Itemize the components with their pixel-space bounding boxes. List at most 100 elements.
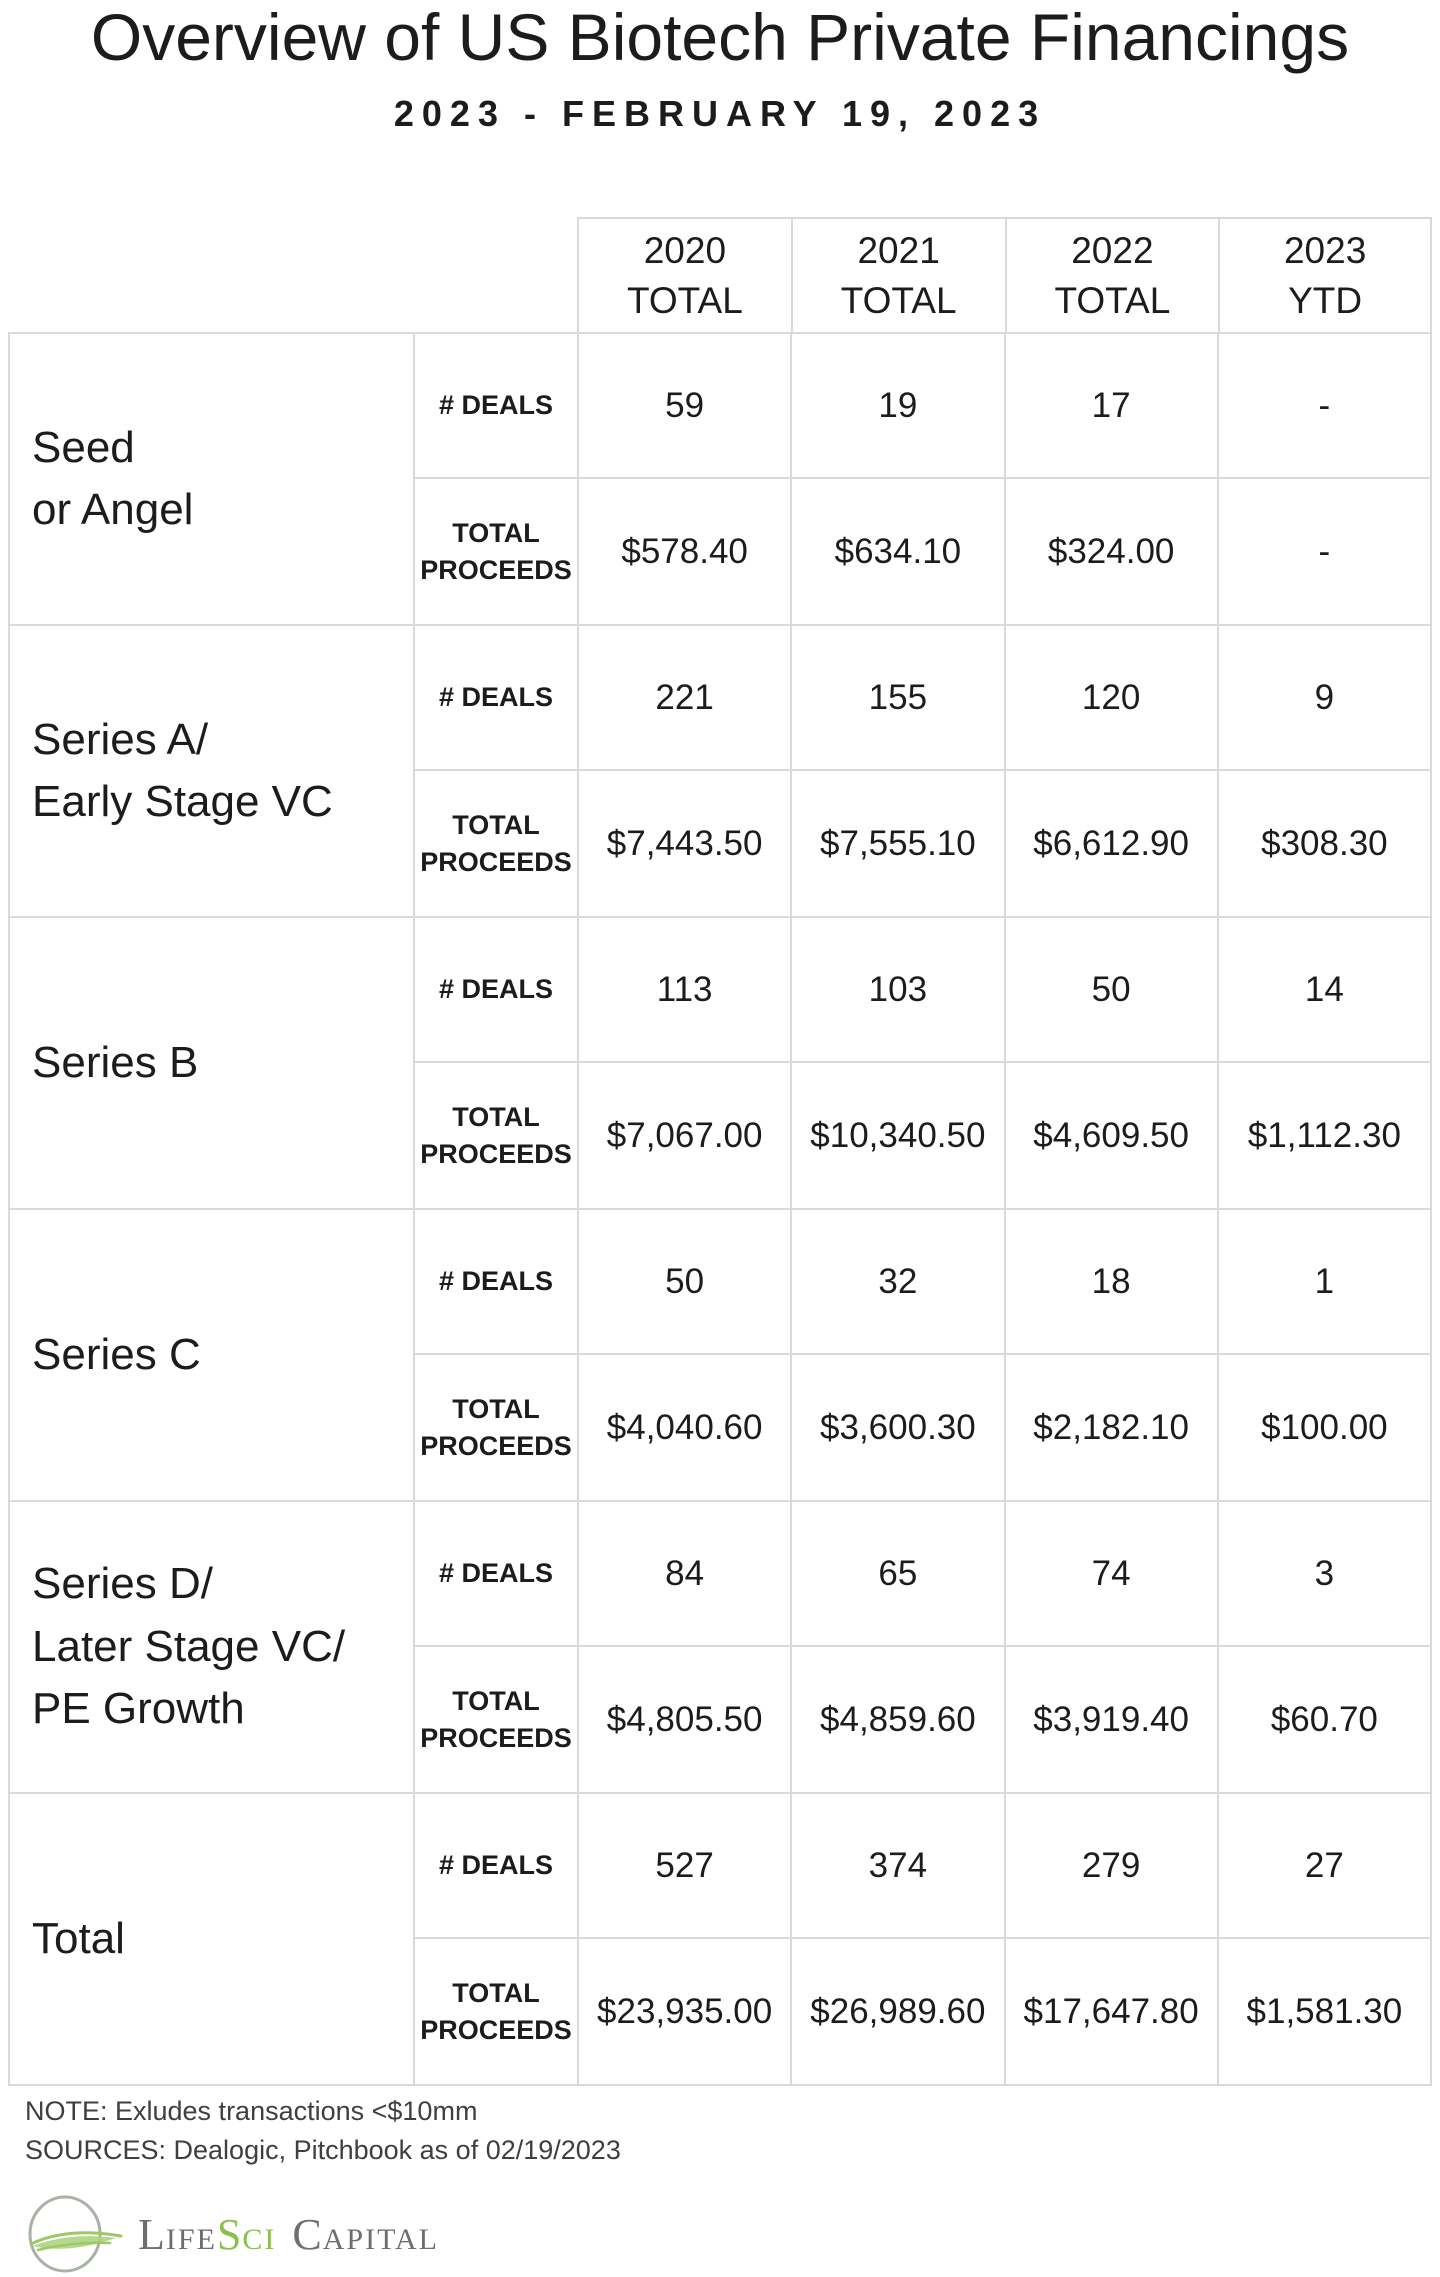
- category-line: Series A/: [32, 714, 209, 764]
- proceeds-value-2020: $4,040.60: [577, 1355, 790, 1500]
- proceeds-value-2021: $26,989.60: [790, 1939, 1003, 2084]
- row-category: Series C: [10, 1210, 413, 1500]
- proceeds-value-2023: $60.70: [1216, 1647, 1430, 1792]
- header-qualifier: TOTAL: [840, 279, 957, 321]
- metric-label-proceeds: TOTAL PROCEEDS: [413, 1063, 577, 1208]
- proceeds-value-2022: $324.00: [1003, 479, 1217, 624]
- proceeds-value-2023: $308.30: [1216, 771, 1430, 916]
- table-row-series-d-later-stage-pe-growth: Series D/ Later Stage VC/ PE Growth # DE…: [10, 1500, 1430, 1792]
- deals-value-2020: 221: [577, 626, 791, 771]
- deals-value-2021: 155: [790, 626, 1004, 771]
- category-line: or Angel: [32, 485, 194, 534]
- category-line: Series D/: [32, 1559, 213, 1609]
- page-title: Overview of US Biotech Private Financing…: [90, 0, 1350, 74]
- logo-life-rest: IFE: [165, 2222, 217, 2256]
- logo-sci-rest: CI: [242, 2222, 277, 2256]
- category-line: PE Growth: [32, 1684, 245, 1734]
- logo-life-initial: L: [138, 2209, 166, 2259]
- logo-capital-rest: APITAL: [322, 2222, 439, 2256]
- leaf-circle-icon: [28, 2195, 123, 2273]
- deals-value-2020: 527: [577, 1794, 791, 1939]
- proceeds-value-2022: $6,612.90: [1003, 771, 1217, 916]
- row-category: Series D/ Later Stage VC/ PE Growth: [10, 1502, 413, 1792]
- deals-value-2023: 14: [1216, 918, 1430, 1063]
- deals-value-2020: 113: [577, 918, 791, 1063]
- row-category: Series A/ Early Stage VC: [10, 626, 413, 916]
- deals-value-2020: 50: [577, 1210, 791, 1355]
- category-line: Series C: [32, 1329, 201, 1379]
- proceeds-value-2021: $634.10: [790, 479, 1003, 624]
- column-header-2021-total: 2021 TOTAL: [790, 217, 1005, 332]
- logo-text: LIFESCI CAPITAL: [138, 2209, 439, 2260]
- logo-capital-initial: C: [292, 2209, 323, 2259]
- proceeds-value-2022: $3,919.40: [1003, 1647, 1217, 1792]
- table-row-series-a-early-stage-vc: Series A/ Early Stage VC # DEALS 221 155…: [10, 624, 1430, 916]
- proceeds-value-2021: $3,600.30: [790, 1355, 1003, 1500]
- deals-value-2022: 279: [1003, 1794, 1217, 1939]
- category-line: Total: [32, 1913, 125, 1963]
- deals-value-2021: 19: [790, 334, 1004, 479]
- table-row-seed-or-angel: Seed or Angel # DEALS 59 19 17 - TOTAL P…: [10, 334, 1430, 624]
- proceeds-value-2020: $7,443.50: [577, 771, 790, 916]
- deals-value-2022: 18: [1003, 1210, 1217, 1355]
- proceeds-value-2023: -: [1216, 479, 1430, 624]
- header-year: 2022: [1071, 229, 1154, 271]
- column-header-2022-total: 2022 TOTAL: [1004, 217, 1219, 332]
- table-row-series-c: Series C # DEALS 50 32 18 1 TOTAL PROCEE…: [10, 1208, 1430, 1500]
- table-row-series-b: Series B # DEALS 113 103 50 14 TOTAL PRO…: [10, 916, 1430, 1208]
- metric-label-deals: # DEALS: [413, 1210, 577, 1355]
- deals-value-2022: 17: [1003, 334, 1217, 479]
- metric-label-proceeds: TOTAL PROCEEDS: [413, 1647, 577, 1792]
- category-line: Series B: [32, 1037, 199, 1087]
- proceeds-value-2023: $1,581.30: [1216, 1939, 1430, 2084]
- proceeds-value-2023: $1,112.30: [1216, 1063, 1430, 1208]
- table-body: Seed or Angel # DEALS 59 19 17 - TOTAL P…: [8, 332, 1432, 2086]
- header-year: 2021: [857, 229, 940, 271]
- header-year: 2023: [1283, 229, 1367, 271]
- deals-value-2022: 50: [1003, 918, 1217, 1063]
- proceeds-value-2020: $578.40: [577, 479, 790, 624]
- header-year: 2020: [643, 229, 727, 271]
- deals-value-2023: 27: [1216, 1794, 1430, 1939]
- row-category: Seed or Angel: [10, 334, 413, 624]
- deals-value-2023: 3: [1216, 1502, 1430, 1647]
- deals-value-2023: 9: [1216, 626, 1430, 771]
- metric-label-deals: # DEALS: [413, 334, 577, 479]
- metric-label-proceeds: TOTAL PROCEEDS: [413, 771, 577, 916]
- logo-sci-initial: S: [216, 2209, 243, 2259]
- header-qualifier: YTD: [1288, 279, 1363, 321]
- header-qualifier: TOTAL: [626, 279, 743, 321]
- proceeds-value-2022: $2,182.10: [1003, 1355, 1217, 1500]
- proceeds-value-2020: $4,805.50: [577, 1647, 790, 1792]
- proceeds-value-2020: $7,067.00: [577, 1063, 790, 1208]
- header-spacer: [8, 217, 577, 332]
- proceeds-value-2023: $100.00: [1216, 1355, 1430, 1500]
- proceeds-value-2021: $4,859.60: [790, 1647, 1003, 1792]
- page-subtitle: 2023 - FEBRUARY 19, 2023: [393, 93, 1047, 135]
- metric-label-deals: # DEALS: [413, 626, 577, 771]
- sources-line: SOURCES: Dealogic, Pitchbook as of 02/19…: [25, 2135, 621, 2165]
- deals-value-2020: 84: [577, 1502, 791, 1647]
- category-line: Seed: [32, 422, 135, 472]
- proceeds-value-2022: $17,647.80: [1003, 1939, 1217, 2084]
- deals-value-2022: 74: [1003, 1502, 1217, 1647]
- deals-value-2023: -: [1216, 334, 1430, 479]
- proceeds-value-2022: $4,609.50: [1003, 1063, 1217, 1208]
- metric-label-proceeds: TOTAL PROCEEDS: [413, 1939, 577, 2084]
- row-category: Series B: [10, 918, 413, 1208]
- category-line: Early Stage VC: [32, 777, 333, 826]
- metric-label-deals: # DEALS: [413, 1794, 577, 1939]
- row-category: Total: [10, 1794, 413, 2084]
- deals-value-2021: 65: [790, 1502, 1004, 1647]
- deals-value-2021: 103: [790, 918, 1004, 1063]
- financings-table: 2020 TOTAL 2021 TOTAL 2022 TOTAL 2023 YT…: [8, 217, 1432, 2086]
- table-row-total: Total # DEALS 527 374 279 27 TOTAL PROCE…: [10, 1792, 1430, 2084]
- deals-value-2023: 1: [1216, 1210, 1430, 1355]
- category-line: Later Stage VC/: [32, 1621, 346, 1671]
- deals-value-2021: 374: [790, 1794, 1004, 1939]
- column-header-2023-ytd: 2023 YTD: [1218, 217, 1432, 332]
- deals-value-2021: 32: [790, 1210, 1004, 1355]
- metric-label-deals: # DEALS: [413, 918, 577, 1063]
- metric-label-proceeds: TOTAL PROCEEDS: [413, 479, 577, 624]
- table-header-row: 2020 TOTAL 2021 TOTAL 2022 TOTAL 2023 YT…: [8, 217, 1432, 332]
